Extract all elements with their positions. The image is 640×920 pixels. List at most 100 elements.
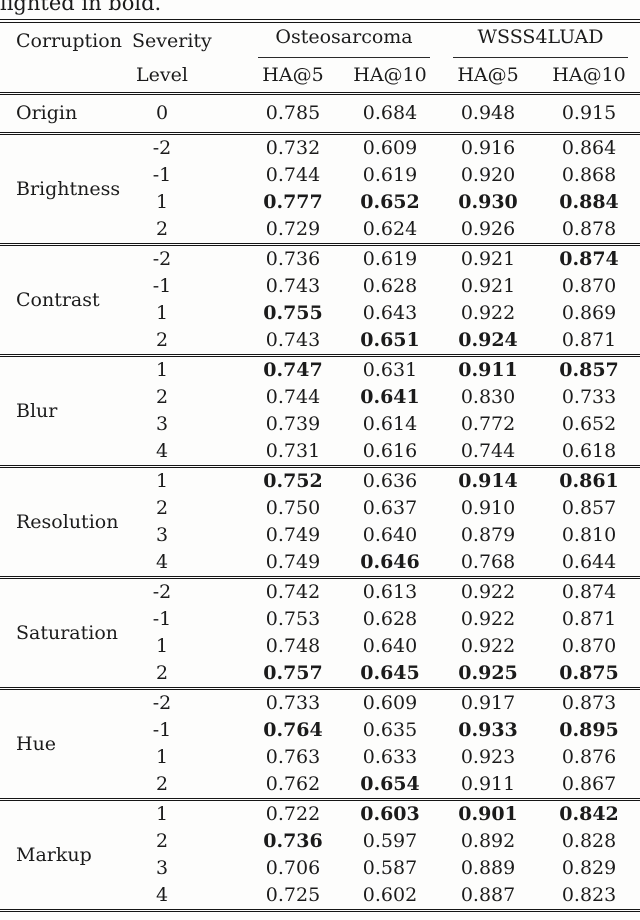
value-cell: 0.925 (458, 662, 518, 684)
value-cell: 0.871 (561, 329, 617, 351)
value-cell: 0.901 (458, 803, 518, 825)
corruption-label: Hue (16, 732, 57, 755)
value-cell: 0.873 (561, 692, 617, 714)
value-cell: 0.609 (362, 692, 418, 714)
value-cell: 0.842 (559, 803, 619, 825)
value-cell: 0.619 (362, 248, 418, 270)
value-cell: 0.747 (263, 359, 323, 381)
table-row: 2 0.744 0.641 0.830 0.733 (0, 384, 640, 411)
value-cell: 0.587 (362, 857, 418, 879)
value-cell: 0.857 (561, 497, 617, 519)
value-cell: 0.870 (561, 275, 617, 297)
value-cell: 0.750 (265, 497, 321, 519)
severity-level-cell: 4 (155, 551, 169, 573)
value-cell: 0.920 (460, 164, 516, 186)
table-row: Blur 1 0.747 0.631 0.911 0.857 (0, 356, 640, 422)
value-cell: 0.871 (561, 608, 617, 630)
table-row: Saturation -2 0.742 0.613 0.922 0.874 (0, 578, 640, 644)
value-cell: 0.744 (265, 164, 321, 186)
section-blur: Blur 1 0.747 0.631 0.911 0.857 2 0.744 0.641 0.83… (0, 355, 640, 467)
value-cell: 0.731 (265, 440, 321, 462)
table-row: 1 0.763 0.633 0.923 0.876 (0, 744, 640, 771)
table-row: 3 0.739 0.614 0.772 0.652 (0, 411, 640, 438)
severity-level-cell: 1 (155, 470, 169, 492)
value-cell: 0.619 (362, 164, 418, 186)
value-cell: 0.948 (460, 102, 516, 124)
value-cell: 0.752 (263, 470, 323, 492)
value-cell: 0.777 (263, 191, 323, 213)
value-cell: 0.749 (265, 524, 321, 546)
table-header: Corruption Severity Osteosarcoma WSSS4LU… (0, 21, 640, 94)
severity-level-cell: 2 (155, 497, 169, 519)
value-cell: 0.874 (559, 248, 619, 270)
value-cell: 0.861 (559, 470, 619, 492)
value-cell: 0.926 (460, 218, 516, 240)
value-cell: 0.631 (362, 359, 418, 381)
value-cell: 0.829 (561, 857, 617, 879)
value-cell: 0.736 (265, 248, 321, 270)
value-cell: 0.637 (362, 497, 418, 519)
value-cell: 0.763 (265, 746, 321, 768)
severity-level-cell: -1 (152, 719, 172, 741)
table-row: 4 0.731 0.616 0.744 0.618 (0, 438, 640, 467)
value-cell: 0.652 (561, 413, 617, 435)
value-cell: 0.830 (460, 386, 516, 408)
severity-level-cell: 2 (155, 662, 169, 684)
table-row: 2 0.736 0.597 0.892 0.828 (0, 828, 640, 855)
value-cell: 0.884 (559, 191, 619, 213)
value-cell: 0.609 (362, 137, 418, 159)
value-cell: 0.614 (362, 413, 418, 435)
header-row-2: Level HA@5 HA@10 HA@5 HA@10 (0, 59, 640, 94)
value-cell: 0.729 (265, 218, 321, 240)
group-rule-wsss4luad: WSSS4LUAD (453, 24, 629, 58)
value-cell: 0.923 (460, 746, 516, 768)
value-cell: 0.889 (460, 857, 516, 879)
value-cell: 0.915 (561, 102, 617, 124)
section-resolution: Resolution 1 0.752 0.636 0.914 0.861 2 0.750 0.6… (0, 466, 640, 578)
value-cell: 0.644 (561, 551, 617, 573)
value-cell: 0.757 (263, 662, 323, 684)
severity-level-cell: -2 (152, 692, 172, 714)
value-cell: 0.706 (265, 857, 321, 879)
value-cell: 0.922 (460, 635, 516, 657)
header-group-wsss4luad: WSSS4LUAD (438, 21, 640, 59)
value-cell: 0.874 (561, 581, 617, 603)
severity-level-cell: 1 (155, 746, 169, 768)
table-row: 4 0.749 0.646 0.768 0.644 (0, 549, 640, 578)
value-cell: 0.654 (360, 773, 420, 795)
severity-level-cell: 2 (155, 329, 169, 351)
corruption-label: Resolution (16, 510, 119, 533)
value-cell: 0.743 (265, 275, 321, 297)
corruption-label: Saturation (16, 621, 119, 644)
value-cell: 0.613 (362, 581, 418, 603)
section-origin: Origin 0 0.785 0.684 0.948 0.915 (0, 93, 640, 134)
group-label-wsss4luad: WSSS4LUAD (477, 26, 604, 48)
table-row: 2 0.757 0.645 0.925 0.875 (0, 660, 640, 689)
severity-level-cell: -2 (152, 248, 172, 270)
value-cell: 0.736 (263, 830, 323, 852)
header-level: Level (136, 64, 188, 86)
value-cell: 0.725 (265, 884, 321, 906)
value-cell: 0.646 (360, 551, 420, 573)
corruption-label: Blur (16, 399, 58, 422)
severity-level-cell: 2 (155, 830, 169, 852)
value-cell: 0.879 (460, 524, 516, 546)
severity-level-cell: 4 (155, 884, 169, 906)
value-cell: 0.628 (362, 608, 418, 630)
table-row: -1 0.743 0.628 0.921 0.870 (0, 273, 640, 300)
value-cell: 0.764 (263, 719, 323, 741)
severity-level-cell: -2 (152, 137, 172, 159)
severity-level-cell: 4 (155, 440, 169, 462)
corruption-label: Contrast (16, 288, 100, 311)
value-cell: 0.810 (561, 524, 617, 546)
header-row-1: Corruption Severity Osteosarcoma WSSS4LU… (0, 21, 640, 59)
value-cell: 0.917 (460, 692, 516, 714)
value-cell: 0.823 (561, 884, 617, 906)
value-cell: 0.867 (561, 773, 617, 795)
value-cell: 0.922 (460, 302, 516, 324)
severity-level-cell: -1 (152, 164, 172, 186)
value-cell: 0.876 (561, 746, 617, 768)
value-cell: 0.785 (265, 102, 321, 124)
value-cell: 0.743 (265, 329, 321, 351)
